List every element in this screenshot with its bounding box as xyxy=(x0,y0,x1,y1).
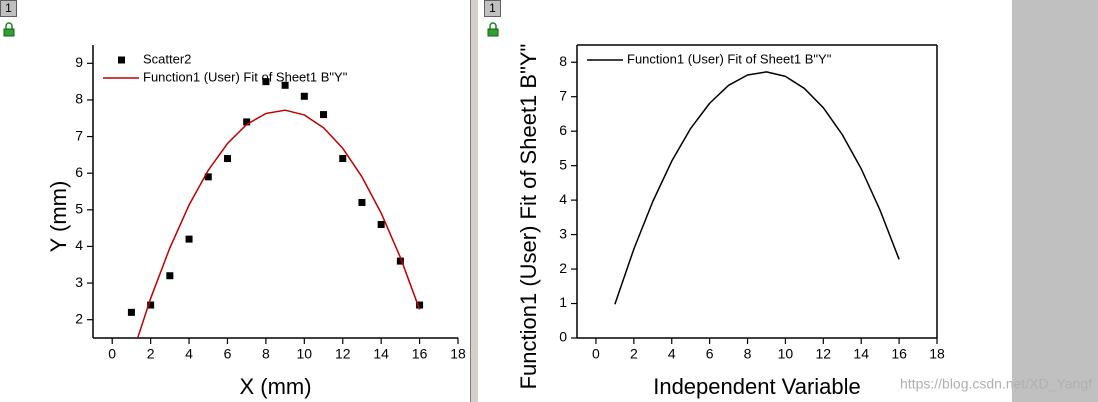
y-tick-label: 5 xyxy=(75,201,83,217)
x-tick-label: 4 xyxy=(185,346,193,362)
scatter-point xyxy=(223,155,231,163)
scatter-point xyxy=(320,111,328,119)
y-axis-label: Function1 (User) Fit of Sheet1 B"Y" xyxy=(516,44,541,390)
workspace-gray xyxy=(1012,0,1098,402)
fit-line xyxy=(136,109,421,338)
y-tick-label: 9 xyxy=(75,54,83,70)
x-tick-label: 8 xyxy=(262,346,270,362)
scatter-point xyxy=(262,78,270,86)
y-tick-label: 4 xyxy=(75,237,83,253)
x-tick-label: 14 xyxy=(853,346,869,362)
scatter-point xyxy=(243,118,251,126)
y-tick-label: 0 xyxy=(559,329,567,345)
y-tick-label: 8 xyxy=(559,53,567,69)
lock-icon xyxy=(487,22,499,37)
x-tick-label: 16 xyxy=(412,346,428,362)
y-tick-label: 2 xyxy=(75,310,83,326)
y-tick-label: 7 xyxy=(559,87,567,103)
x-tick-label: 6 xyxy=(706,346,714,362)
x-tick-label: 0 xyxy=(592,346,600,362)
y-tick-label: 3 xyxy=(75,274,83,290)
legend-label: Function1 (User) Fit of Sheet1 B"Y" xyxy=(143,69,348,84)
x-tick-label: 2 xyxy=(147,346,155,362)
badge-text: 1 xyxy=(5,1,12,15)
x-tick-label: 0 xyxy=(108,346,116,362)
x-tick-label: 10 xyxy=(778,346,794,362)
x-tick-label: 10 xyxy=(297,346,313,362)
scatter-point xyxy=(204,173,212,181)
x-tick-label: 12 xyxy=(335,346,351,362)
y-tick-label: 7 xyxy=(75,127,83,143)
x-tick-label: 2 xyxy=(630,346,638,362)
lock-icon xyxy=(3,22,15,37)
x-axis-label: Independent Variable xyxy=(653,374,861,399)
x-tick-label: 8 xyxy=(744,346,752,362)
window-badge[interactable]: 1 xyxy=(0,0,17,17)
legend-label: Scatter2 xyxy=(143,51,191,66)
x-tick-label: 16 xyxy=(891,346,907,362)
x-tick-label: 12 xyxy=(816,346,832,362)
plot-area xyxy=(127,78,424,338)
window-badge[interactable]: 1 xyxy=(484,0,501,17)
x-tick-label: 18 xyxy=(929,346,945,362)
scatter-point xyxy=(166,272,174,280)
y-tick-label: 6 xyxy=(75,164,83,180)
scatter-point xyxy=(281,81,289,89)
scatter-point xyxy=(127,308,135,316)
y-tick-label: 5 xyxy=(559,156,567,172)
x-axis-label: X (mm) xyxy=(239,374,311,399)
x-tick-label: 18 xyxy=(450,346,466,362)
y-tick-label: 8 xyxy=(75,91,83,107)
y-axis-label: Y (mm) xyxy=(46,181,71,253)
scatter-point xyxy=(300,92,308,100)
y-tick-label: 2 xyxy=(559,260,567,276)
y-tick-label: 1 xyxy=(559,294,567,310)
window-divider xyxy=(470,0,478,402)
scatter-point xyxy=(147,301,155,309)
scatter-point xyxy=(185,235,193,243)
x-tick-label: 6 xyxy=(224,346,232,362)
y-tick-label: 4 xyxy=(559,191,567,207)
x-tick-label: 14 xyxy=(373,346,389,362)
scatter-point xyxy=(377,220,385,228)
badge-text: 1 xyxy=(489,1,496,15)
legend-marker xyxy=(118,56,125,64)
scatter-point xyxy=(396,257,404,265)
scatter-point xyxy=(416,301,424,309)
watermark: https://blog.csdn.net/XD_Yangf xyxy=(900,376,1092,392)
y-tick-label: 6 xyxy=(559,122,567,138)
fit-line xyxy=(614,71,900,305)
legend-label: Function1 (User) Fit of Sheet1 B"Y" xyxy=(627,51,832,66)
x-tick-label: 4 xyxy=(668,346,676,362)
scatter-point xyxy=(358,198,366,206)
plot-area xyxy=(614,71,900,305)
y-tick-label: 3 xyxy=(559,225,567,241)
scatter-point xyxy=(339,155,347,163)
